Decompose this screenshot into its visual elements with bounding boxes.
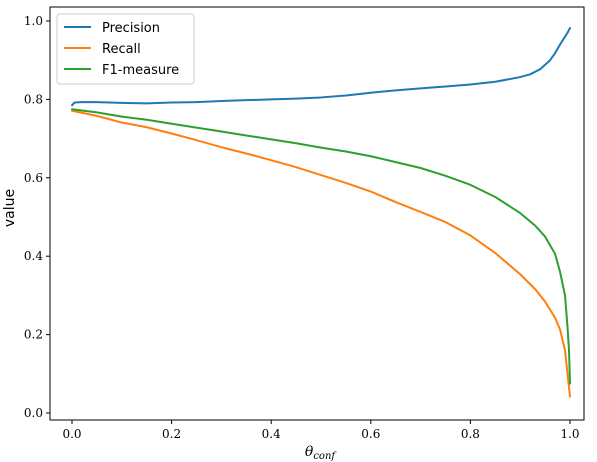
x-axis-title-sub: conf <box>313 451 337 462</box>
x-axis-title-main: θ <box>305 444 314 460</box>
y-tick-label: 0.4 <box>24 249 43 263</box>
y-tick-label: 0.2 <box>24 328 43 342</box>
y-tick-label: 0.0 <box>24 406 43 420</box>
x-tick-label: 0.8 <box>461 427 480 441</box>
y-axis-ticks: 0.0 0.2 0.4 0.6 0.8 1.0 <box>24 14 50 420</box>
plot-layer <box>71 27 571 398</box>
x-tick-label: 0.0 <box>62 427 81 441</box>
series-line-f1-measure <box>71 108 571 385</box>
y-axis-title: value <box>2 189 18 227</box>
series-line-recall <box>71 109 571 398</box>
x-tick-label: 0.6 <box>361 427 380 441</box>
legend: Precision Recall F1-measure <box>56 13 195 85</box>
y-tick-label: 1.0 <box>24 14 43 28</box>
x-tick-label: 1.0 <box>560 427 579 441</box>
series-line-precision <box>71 27 571 107</box>
x-tick-label: 0.2 <box>162 427 181 441</box>
x-axis-title: θconf <box>305 444 337 462</box>
legend-box <box>56 13 195 85</box>
legend-label: Recall <box>102 42 141 57</box>
legend-label: Precision <box>102 21 160 36</box>
x-tick-label: 0.4 <box>262 427 281 441</box>
y-tick-label: 0.8 <box>24 92 43 106</box>
legend-label: F1-measure <box>102 63 179 78</box>
axes-frame <box>49 6 585 421</box>
y-tick-label: 0.6 <box>24 171 43 185</box>
x-axis-ticks: 0.0 0.2 0.4 0.6 0.8 1.0 <box>62 420 580 441</box>
